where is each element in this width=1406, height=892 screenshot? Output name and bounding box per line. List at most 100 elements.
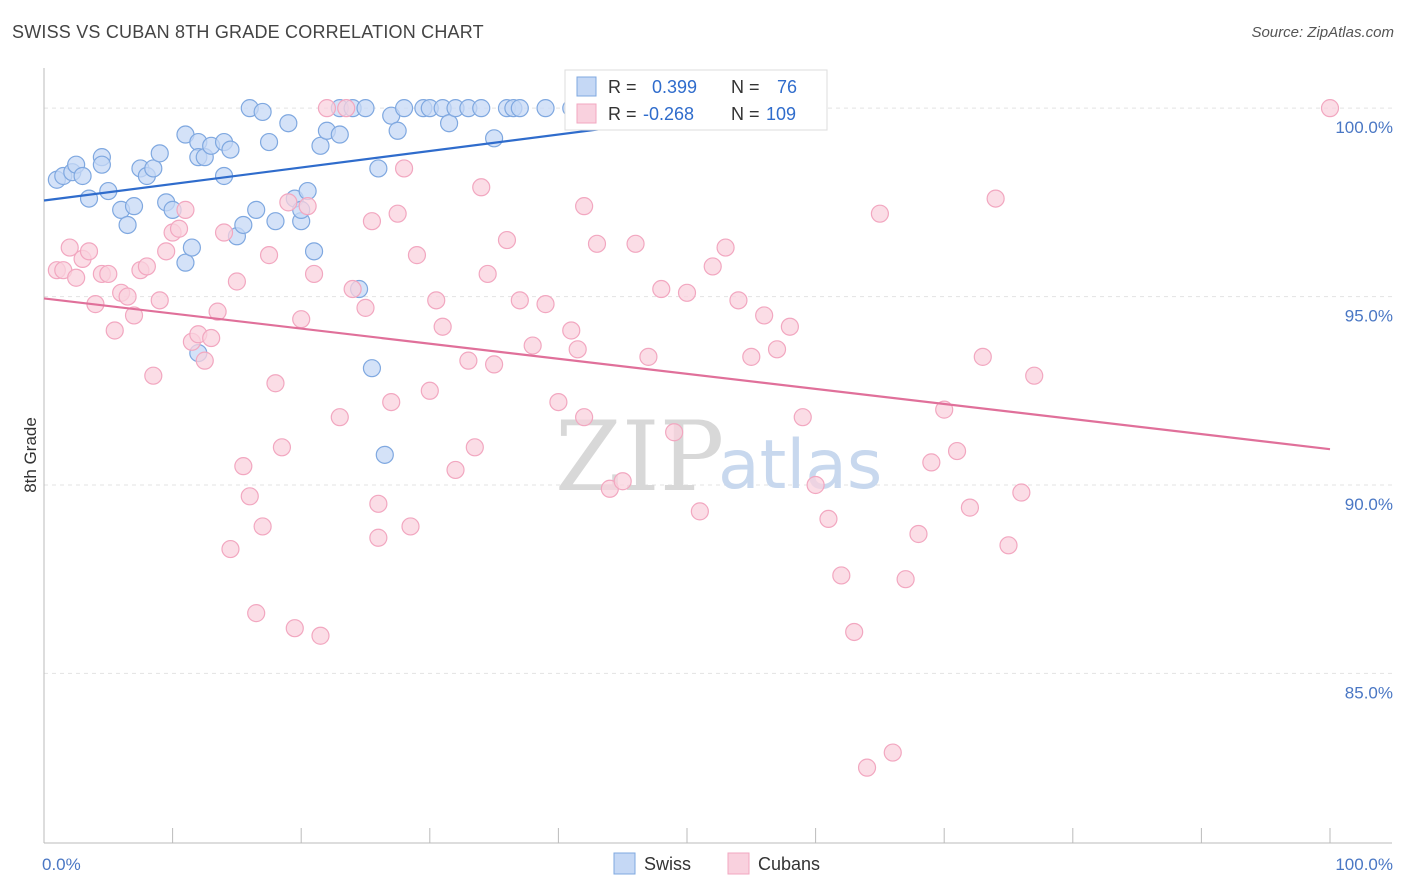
cubans-n-label: N = (731, 104, 760, 124)
swiss-point (266, 212, 285, 231)
swiss-point (356, 99, 375, 118)
cubans-point (652, 279, 671, 299)
legend-cubans-label: Cubans (758, 854, 820, 874)
swiss-point (369, 159, 388, 178)
cubans-point (240, 487, 259, 506)
cubans-point (253, 517, 272, 536)
cubans-point (234, 457, 253, 476)
cubans-point (613, 472, 632, 491)
cubans-point (909, 524, 928, 544)
cubans-point (665, 423, 684, 442)
cubans-point (157, 242, 176, 261)
y-tick-label: 95.0% (1345, 307, 1393, 326)
cubans-point (947, 441, 967, 461)
swiss-point (375, 445, 394, 464)
legend-swiss-swatch (613, 852, 636, 875)
cubans-point (150, 291, 169, 310)
cubans-point (124, 306, 144, 325)
tick-labels: 85.0% 90.0% 95.0% 100.0% 0.0% 100.0% (42, 118, 1393, 874)
cubans-point (485, 355, 504, 374)
swiss-point (118, 215, 137, 235)
cubans-point (298, 197, 317, 216)
swiss-r-value: 0.399 (652, 77, 697, 97)
swiss-point (144, 159, 163, 178)
cubans-point (549, 392, 568, 412)
watermark-atlas: atlas (718, 426, 882, 505)
cubans-point (819, 509, 838, 529)
cubans-trend-line (43, 297, 1331, 451)
swiss-point (92, 155, 111, 174)
y-tick-label: 100.0% (1335, 118, 1393, 137)
cubans-point (1320, 99, 1340, 118)
swiss-point (472, 99, 491, 118)
cubans-point (832, 566, 851, 585)
cubans-point (272, 438, 292, 457)
cubans-point (394, 159, 414, 178)
swiss-point (298, 181, 317, 201)
cubans-point (208, 302, 227, 321)
cubans-point (227, 272, 246, 291)
swiss-point (279, 114, 298, 133)
swiss-point (124, 197, 144, 216)
scatter-points (47, 99, 1340, 777)
chart-title: SWISS VS CUBAN 8TH GRADE CORRELATION CHA… (12, 22, 484, 42)
stats-legend: R = 0.399 N = 76 R = -0.268 N = 109 (564, 69, 828, 131)
cubans-point (304, 264, 324, 284)
cubans-r-value: -0.268 (643, 104, 694, 124)
cubans-point (690, 502, 709, 521)
swiss-point (176, 253, 195, 272)
cubans-point (144, 366, 163, 385)
watermark: ZIP atlas (555, 401, 882, 513)
cubans-point (478, 264, 497, 284)
cubans-point (382, 392, 401, 412)
cubans-point (716, 238, 735, 257)
swiss-point (388, 121, 407, 140)
cubans-point (105, 321, 124, 340)
stats-legend-box (564, 69, 828, 131)
y-tick-label: 90.0% (1345, 495, 1393, 514)
swiss-point (221, 140, 240, 159)
cubans-point (510, 291, 529, 310)
cubans-point (1012, 483, 1031, 502)
cubans-point (870, 204, 890, 223)
cubans-point (420, 381, 439, 400)
cubans-point (343, 279, 362, 299)
cubans-point (118, 287, 137, 306)
cubans-point (407, 246, 427, 265)
cubans-point (317, 99, 337, 118)
swiss-point (234, 215, 253, 235)
cubans-point (703, 257, 722, 276)
cubans-point (1025, 366, 1044, 385)
cubans-point (137, 257, 156, 276)
cubans-point (999, 536, 1018, 555)
legend-cubans-swatch (727, 852, 750, 875)
y-axis-label: 8th Grade (21, 417, 40, 493)
cubans-point (60, 238, 79, 257)
cubans-point (587, 234, 607, 253)
cubans-point (285, 619, 304, 638)
cubans-point (202, 328, 221, 348)
cubans-point (79, 242, 99, 261)
cubans-point (626, 234, 645, 253)
swiss-point (79, 189, 99, 208)
cubans-point (729, 291, 748, 310)
cubans-point (247, 604, 266, 623)
cubans-point (266, 374, 285, 393)
cubans-point (369, 494, 388, 513)
swiss-point (394, 99, 414, 118)
cubans-point (575, 408, 594, 427)
cubans-point (169, 219, 189, 238)
cubans-point (986, 189, 1005, 208)
cubans-point (259, 246, 279, 265)
cubans-point (337, 99, 356, 118)
swiss-point (247, 200, 266, 219)
swiss-point (304, 242, 324, 261)
cubans-point (793, 408, 812, 427)
swiss-point (439, 114, 459, 133)
swiss-point (182, 238, 201, 257)
series-legend: Swiss Cubans (613, 852, 820, 875)
cubans-point (67, 268, 86, 287)
swiss-point (536, 99, 555, 118)
y-tick-label: 85.0% (1345, 683, 1393, 702)
